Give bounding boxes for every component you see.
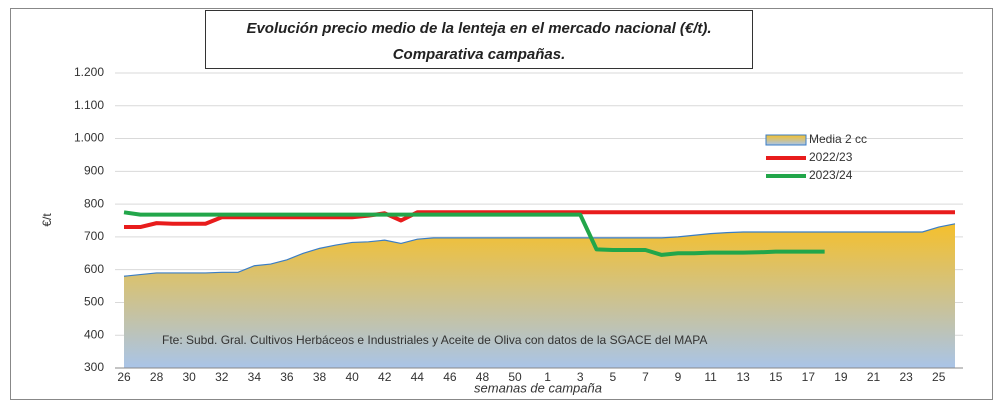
x-tick-label: 9 bbox=[675, 370, 682, 384]
x-tick-label: 28 bbox=[150, 370, 164, 384]
x-axis-label: semanas de campaña bbox=[474, 380, 602, 395]
x-tick-label: 26 bbox=[117, 370, 131, 384]
y-tick-label: 800 bbox=[84, 196, 104, 210]
x-tick-label: 23 bbox=[899, 370, 913, 384]
x-tick-label: 50 bbox=[508, 370, 522, 384]
x-tick-label: 40 bbox=[345, 370, 359, 384]
line bbox=[123, 210, 825, 257]
source-note: Fte: Subd. Gral. Cultivos Herbáceos e In… bbox=[162, 333, 707, 347]
y-tick-label: 900 bbox=[84, 164, 104, 178]
y-tick-label: 1.000 bbox=[74, 131, 104, 145]
x-tick-label: 1 bbox=[544, 370, 551, 384]
y-tick-label: 1.200 bbox=[74, 65, 104, 79]
x-tick-label: 48 bbox=[476, 370, 490, 384]
y-tick-label: 500 bbox=[84, 295, 104, 309]
x-tick-label: 21 bbox=[867, 370, 881, 384]
y-tick-label: 600 bbox=[84, 262, 104, 276]
x-tick-label: 15 bbox=[769, 370, 783, 384]
y-tick-label: 700 bbox=[84, 229, 104, 243]
x-tick-label: 32 bbox=[215, 370, 229, 384]
x-tick-label: 46 bbox=[443, 370, 457, 384]
y-tick-label: 400 bbox=[84, 327, 104, 341]
x-tick-label: 11 bbox=[704, 370, 717, 384]
legend-label: 2022/23 bbox=[809, 150, 853, 164]
legend-label: 2023/24 bbox=[809, 168, 853, 182]
y-tick-label: 300 bbox=[84, 360, 104, 374]
chart-title: Evolución precio medio de la lenteja en … bbox=[246, 20, 711, 37]
x-tick-label: 44 bbox=[411, 370, 425, 384]
x-tick-label: 13 bbox=[736, 370, 750, 384]
area bbox=[124, 223, 955, 368]
title-box bbox=[205, 10, 753, 69]
chart-title: Comparativa campañas. bbox=[393, 46, 566, 63]
x-tick-label: 17 bbox=[802, 370, 816, 384]
y-tick-label: 1.100 bbox=[74, 98, 104, 112]
x-tick-label: 19 bbox=[834, 370, 848, 384]
area-outline bbox=[123, 223, 956, 277]
legend-label: Media 2 cc bbox=[809, 132, 867, 146]
x-tick-label: 34 bbox=[248, 370, 262, 384]
x-tick-label: 38 bbox=[313, 370, 327, 384]
x-tick-label: 36 bbox=[280, 370, 294, 384]
plot-area: 300 400 500 600 700 800 900 1.000 1.100 1.200 26 28… bbox=[74, 65, 963, 384]
y-axis-label: €/t bbox=[40, 213, 54, 227]
x-tick-label: 30 bbox=[182, 370, 196, 384]
x-tick-label: 25 bbox=[932, 370, 946, 384]
legend-swatch bbox=[765, 134, 807, 146]
line bbox=[124, 210, 955, 230]
x-tick-label: 3 bbox=[577, 370, 584, 384]
x-tick-label: 5 bbox=[609, 370, 616, 384]
x-tick-label: 42 bbox=[378, 370, 392, 384]
x-tick-label: 7 bbox=[642, 370, 649, 384]
